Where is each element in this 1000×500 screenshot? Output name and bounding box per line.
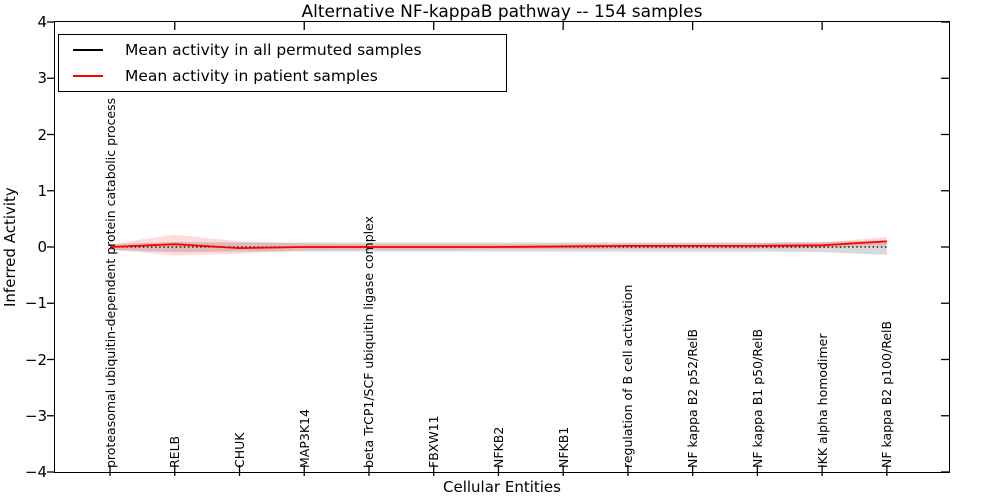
y-tick-label: −2 xyxy=(24,350,47,369)
x-axis-label: Cellular Entities xyxy=(443,478,561,496)
legend-item-permuted: Mean activity in all permuted samples xyxy=(59,39,506,61)
y-axis-label: Inferred Activity xyxy=(1,187,19,307)
chart-title: Alternative NF-kappaB pathway -- 154 sam… xyxy=(301,2,703,22)
y-tick-label: 2 xyxy=(37,125,47,144)
legend-line-red xyxy=(73,75,103,77)
legend-line-black xyxy=(73,49,103,51)
legend-label: Mean activity in all permuted samples xyxy=(125,41,422,59)
y-tick-label: −3 xyxy=(24,406,47,425)
y-tick-label: 3 xyxy=(37,69,47,88)
legend-label: Mean activity in patient samples xyxy=(125,67,378,85)
y-tick-label: −4 xyxy=(24,463,47,481)
legend: Mean activity in all permuted samples Me… xyxy=(58,34,507,92)
y-tick-label: 4 xyxy=(37,13,47,31)
legend-item-patient: Mean activity in patient samples xyxy=(59,65,506,87)
